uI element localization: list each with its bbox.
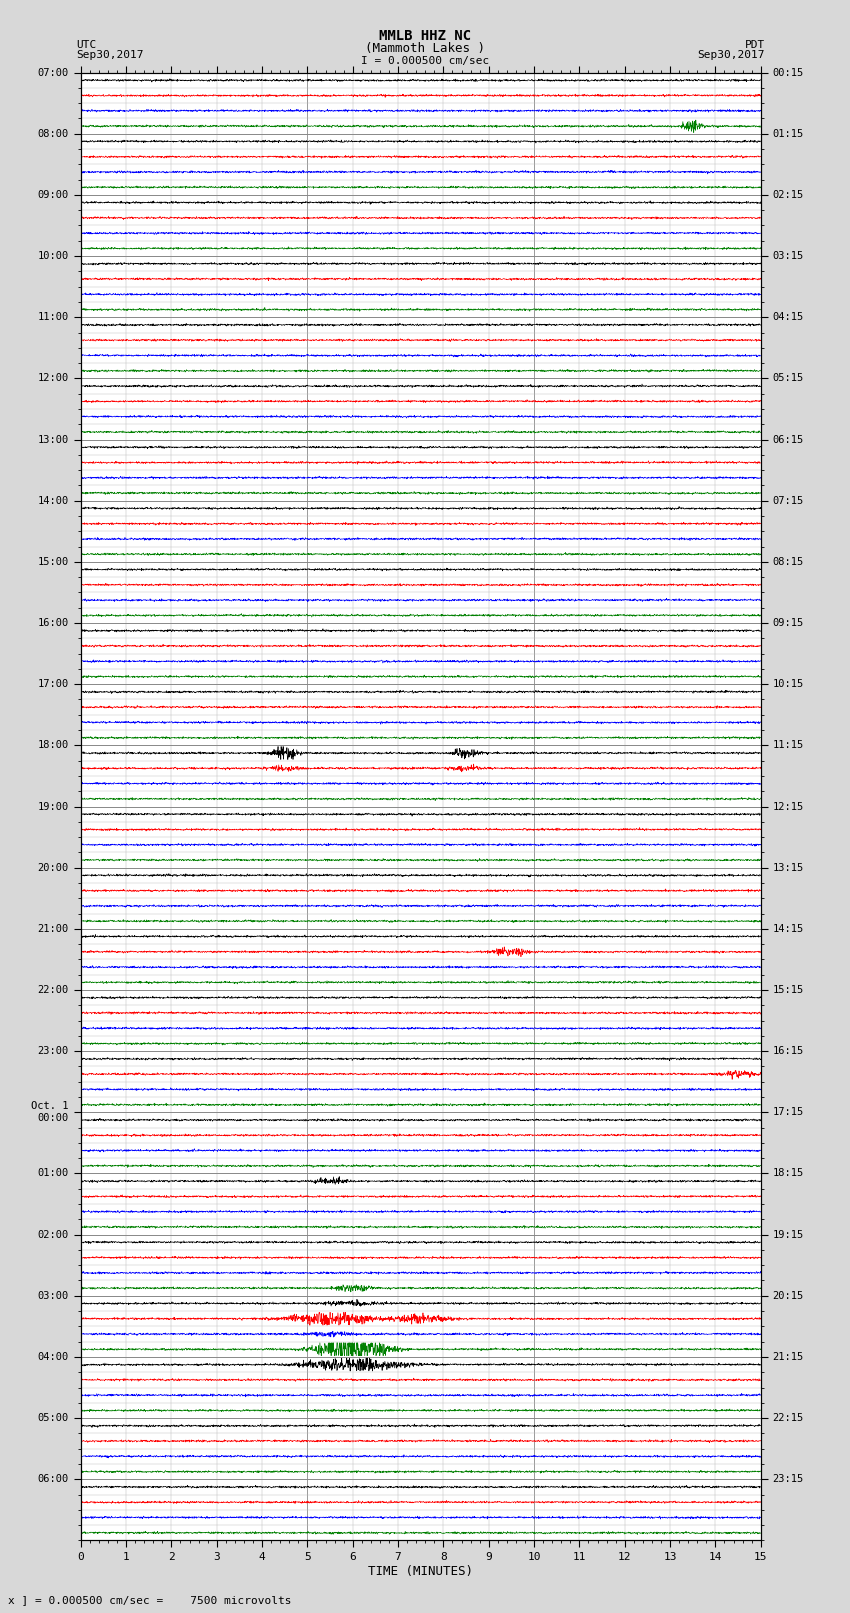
Text: Sep30,2017: Sep30,2017: [76, 50, 144, 60]
Text: UTC: UTC: [76, 40, 97, 50]
Text: Sep30,2017: Sep30,2017: [698, 50, 765, 60]
X-axis label: TIME (MINUTES): TIME (MINUTES): [368, 1565, 473, 1578]
Text: x ] = 0.000500 cm/sec =    7500 microvolts: x ] = 0.000500 cm/sec = 7500 microvolts: [8, 1595, 292, 1605]
Text: MMLB HHZ NC: MMLB HHZ NC: [379, 29, 471, 44]
Text: PDT: PDT: [745, 40, 765, 50]
Text: I = 0.000500 cm/sec: I = 0.000500 cm/sec: [361, 56, 489, 66]
Text: (Mammoth Lakes ): (Mammoth Lakes ): [365, 42, 485, 55]
